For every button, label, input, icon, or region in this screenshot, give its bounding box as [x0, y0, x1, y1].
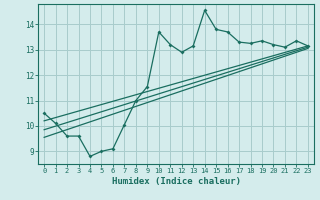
X-axis label: Humidex (Indice chaleur): Humidex (Indice chaleur) [111, 177, 241, 186]
